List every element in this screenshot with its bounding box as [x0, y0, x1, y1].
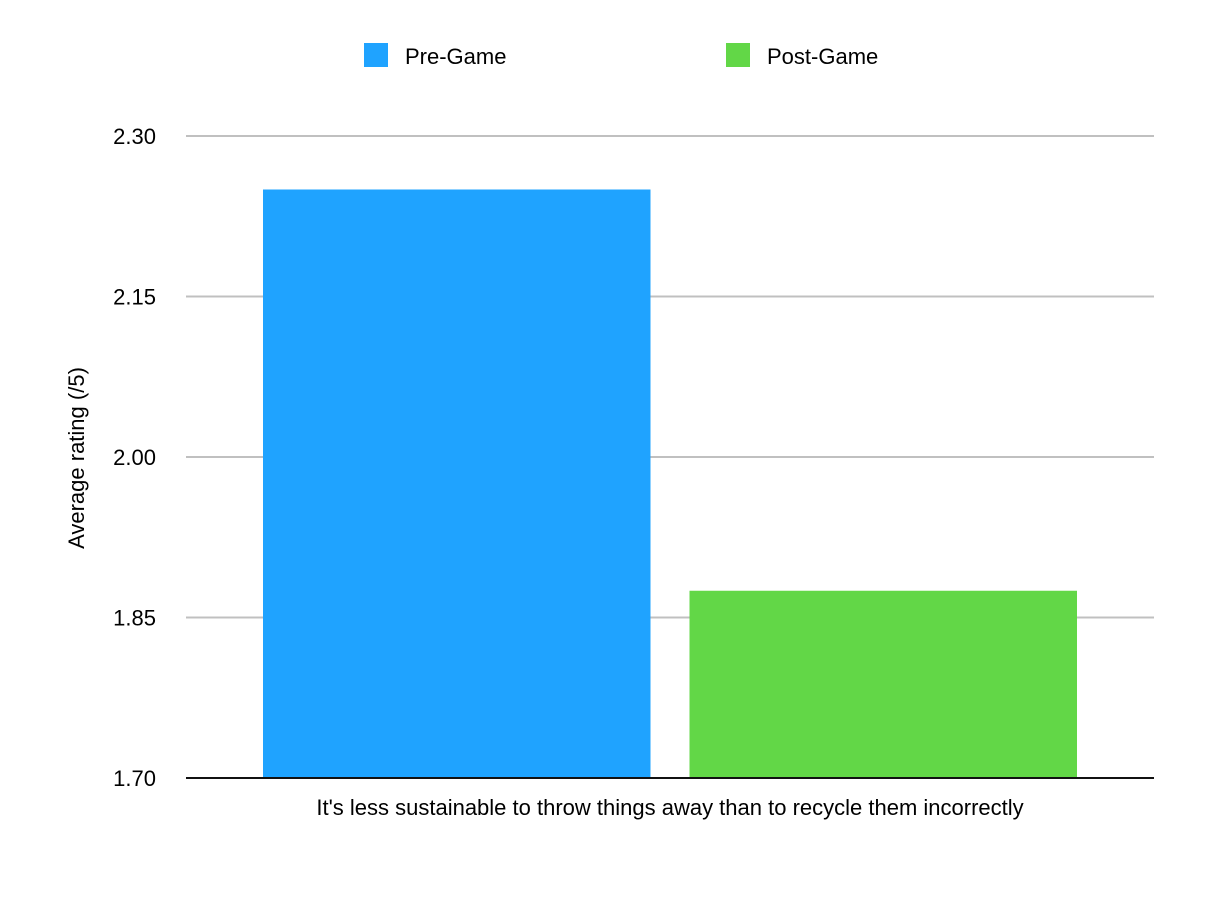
- y-tick-label: 2.30: [113, 124, 156, 149]
- bars: [263, 189, 1077, 778]
- x-tick-label: It's less sustainable to throw things aw…: [316, 795, 1023, 820]
- bar-pre-game: [263, 189, 651, 778]
- y-tick-label: 2.15: [113, 285, 156, 310]
- legend-swatch: [364, 43, 388, 67]
- legend-label: Post-Game: [767, 44, 878, 69]
- legend-swatch: [726, 43, 750, 67]
- y-tick-label: 2.00: [113, 445, 156, 470]
- legend: Pre-Game Post-Game: [364, 43, 878, 69]
- y-tick-label: 1.70: [113, 766, 156, 791]
- y-axis-ticks: 1.70 1.85 2.00 2.15 2.30: [113, 124, 156, 791]
- bar-post-game: [689, 590, 1077, 778]
- y-tick-label: 1.85: [113, 606, 156, 631]
- y-axis-title: Average rating (/5): [64, 367, 89, 549]
- x-axis-ticks: It's less sustainable to throw things aw…: [316, 795, 1023, 820]
- legend-label: Pre-Game: [405, 44, 506, 69]
